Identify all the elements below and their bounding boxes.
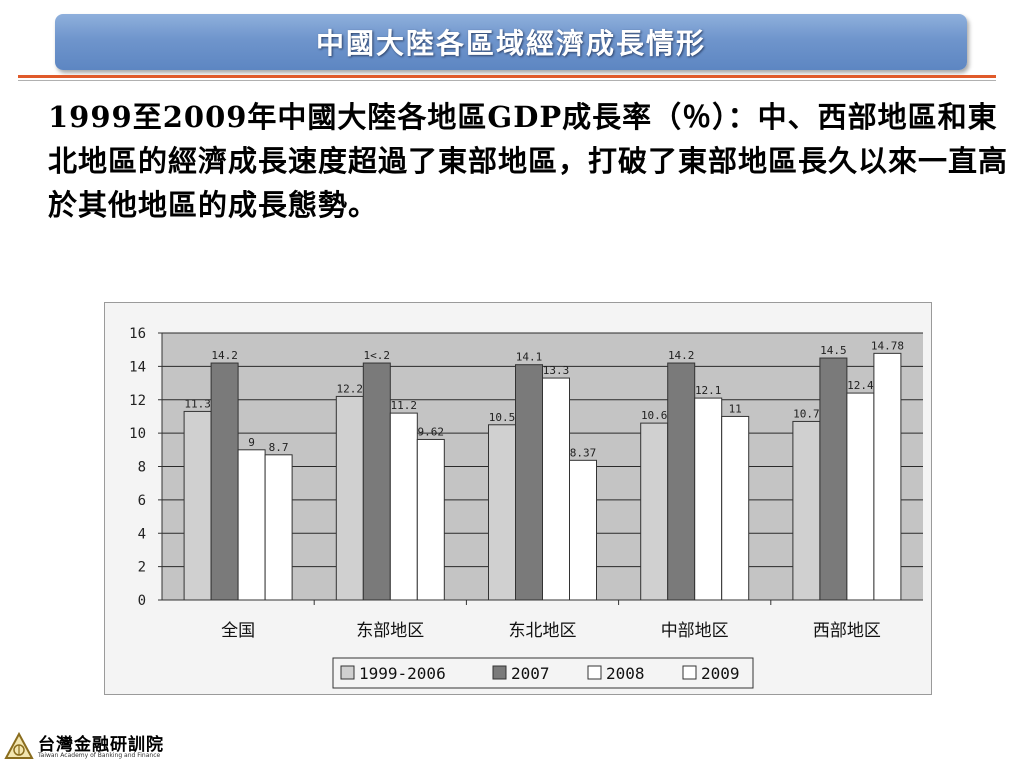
gdp-growth-bar-chart: 0 2 4 6 8 10 12 14 16 11.3 14.2 9 8.7 全国 12.2 1<.2 11.29… (129, 326, 923, 689)
bar (488, 424, 516, 601)
legend-label: 2009 (701, 664, 740, 683)
bar (237, 449, 266, 601)
data-label: 9 (248, 436, 255, 449)
data-label: 10.6 (641, 409, 668, 422)
bar (819, 357, 848, 601)
data-label: 8.37 (570, 446, 597, 459)
data-label: 14.2 (668, 349, 695, 362)
y-tick-label: 12 (129, 393, 146, 409)
x-category-label: 东部地区 (356, 621, 424, 641)
bar (416, 438, 445, 601)
bar (335, 395, 364, 601)
data-label: 11.3 (184, 397, 211, 410)
data-label: 13.3 (543, 364, 570, 377)
legend-swatch (340, 665, 355, 680)
bar (721, 415, 750, 601)
divider-red (18, 75, 996, 78)
y-tick-label: 14 (129, 359, 146, 375)
slide-paragraph: 1999至2009年中國大陸各地區GDP成長率（％）：中、西部地區和東北地區的經… (48, 100, 1009, 222)
legend-swatch (492, 665, 507, 680)
data-label: 10.7 (793, 407, 820, 420)
bar (389, 412, 418, 601)
bar (667, 362, 696, 601)
divider-gray (18, 80, 996, 81)
x-category-label: 全国 (221, 621, 255, 641)
data-label: 11 (729, 402, 742, 415)
logo-name: 台灣金融研訓院 (38, 735, 164, 755)
logo-english: Taiwan Academy of Banking and Finance (38, 752, 161, 759)
data-label: 11.2 (391, 399, 418, 412)
bar (542, 377, 570, 601)
bar (846, 392, 875, 601)
x-category-label: 西部地区 (813, 621, 881, 641)
data-label: 14.5 (820, 344, 847, 357)
title-bar: 中國大陸各區域經濟成長情形 (55, 14, 967, 70)
data-label: 1<.2 (364, 349, 391, 362)
data-label: 8.7 (269, 441, 289, 454)
y-tick-label: 6 (138, 493, 146, 509)
data-label: 10.5 (489, 411, 516, 424)
x-category-label: 东北地区 (509, 621, 577, 641)
legend-label: 2008 (606, 664, 645, 683)
y-tick-label: 16 (129, 326, 146, 342)
y-tick-label: 8 (138, 460, 146, 476)
data-label: 9.62 (418, 425, 445, 438)
x-category-label: 中部地区 (661, 621, 729, 641)
bar (515, 364, 543, 601)
chart-container: 0 2 4 6 8 10 12 14 16 11.3 14.2 9 8.7 全国 12.2 1<.2 11.2 9… (104, 302, 932, 695)
data-label: 12.2 (337, 382, 364, 395)
bar (873, 352, 902, 601)
bar (640, 422, 669, 601)
bar (264, 454, 293, 601)
legend-label: 1999-2006 (359, 664, 446, 683)
data-label: 14.2 (211, 349, 238, 362)
footer-logo: 台灣金融研訓院 Taiwan Academy of Banking and Fi… (4, 728, 204, 768)
data-label: 12.1 (695, 384, 722, 397)
data-label: 14.1 (516, 351, 543, 364)
bar (694, 397, 723, 601)
bar (210, 362, 239, 601)
y-tick-label: 0 (138, 593, 146, 609)
data-label: 14.78 (871, 339, 904, 352)
bar (569, 459, 597, 601)
legend-label: 2007 (511, 664, 550, 683)
y-tick-label: 2 (138, 560, 146, 576)
data-label: 12.4 (847, 379, 874, 392)
academy-logo-icon (4, 732, 34, 759)
bar (183, 410, 212, 601)
slide-title: 中國大陸各區域經濟成長情形 (315, 27, 706, 60)
bar (792, 420, 821, 601)
y-tick-label: 4 (138, 526, 146, 542)
legend-swatch (587, 665, 602, 680)
bar (362, 362, 391, 601)
y-tick-label: 10 (129, 426, 146, 442)
legend-swatch (682, 665, 697, 680)
